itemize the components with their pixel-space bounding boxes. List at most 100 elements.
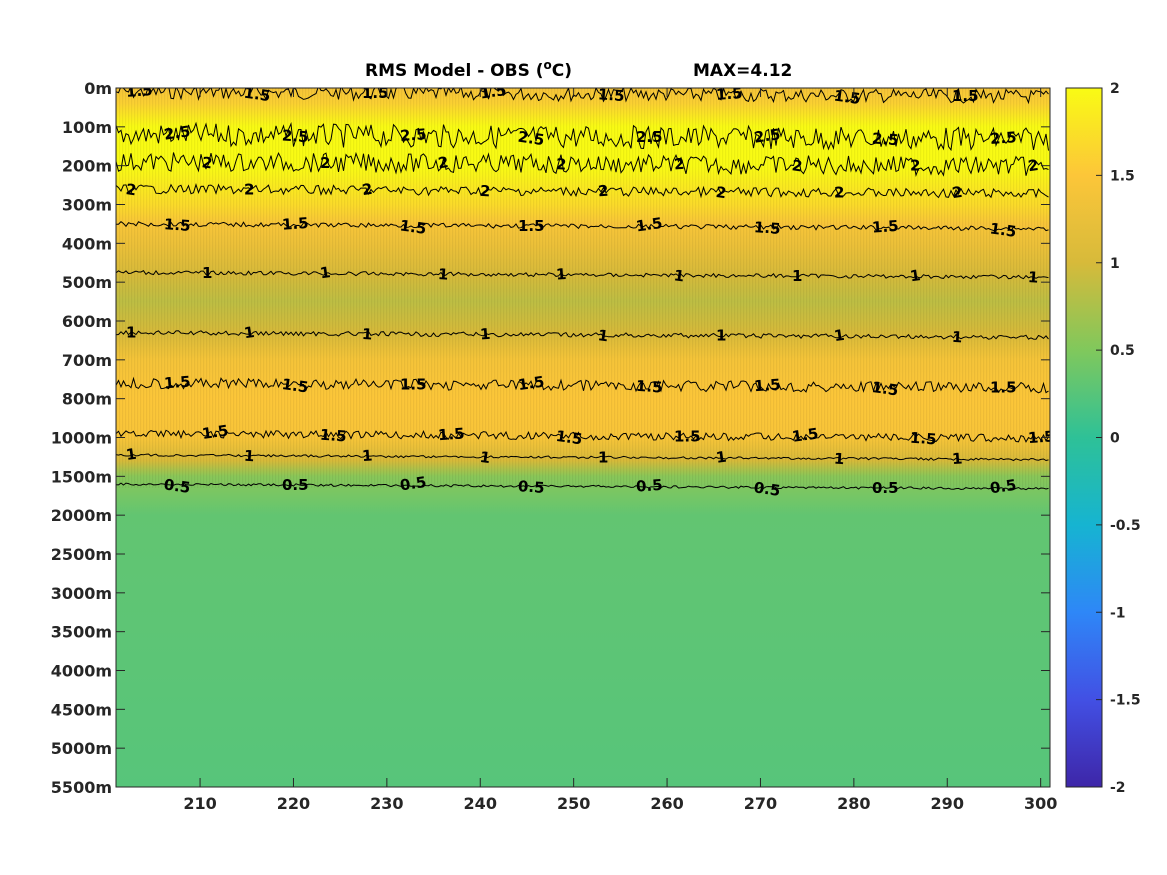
texture-stripe — [494, 88, 496, 488]
texture-stripe — [290, 88, 292, 488]
texture-stripe — [911, 88, 913, 488]
texture-stripe — [929, 88, 931, 488]
contour-label: 1 — [951, 328, 963, 347]
texture-stripe — [230, 88, 232, 488]
y-tick-label: 300m — [62, 196, 112, 215]
texture-stripe — [512, 88, 514, 488]
y-tick-label: 500m — [62, 273, 112, 292]
contour-label: 1.5 — [753, 218, 781, 238]
texture-stripe — [497, 88, 499, 488]
texture-stripe — [365, 88, 367, 488]
texture-stripe — [353, 88, 355, 488]
contour-label: 1.5 — [791, 424, 820, 446]
contour-label: 2 — [479, 182, 491, 201]
texture-stripe — [707, 88, 709, 488]
texture-stripe — [281, 88, 283, 488]
texture-stripe — [377, 88, 379, 488]
texture-stripe — [608, 88, 610, 488]
texture-stripe — [149, 88, 151, 488]
texture-stripe — [722, 88, 724, 488]
texture-stripe — [386, 88, 388, 488]
texture-stripe — [788, 88, 790, 488]
contour-label: 1.5 — [163, 215, 191, 235]
contour-label: 1.5 — [518, 217, 545, 235]
texture-stripe — [563, 88, 565, 488]
texture-stripe — [503, 88, 505, 488]
y-tick-label: 800m — [62, 390, 112, 409]
y-tick-label: 4500m — [51, 700, 112, 719]
texture-stripe — [932, 88, 934, 488]
texture-stripe — [824, 88, 826, 488]
texture-stripe — [155, 88, 157, 488]
texture-stripe — [977, 88, 979, 488]
texture-stripe — [545, 88, 547, 488]
texture-stripe — [218, 88, 220, 488]
texture-stripe — [182, 88, 184, 488]
contour-label: 0.5 — [872, 479, 899, 497]
texture-stripe — [188, 88, 190, 488]
contour-label: 0.5 — [282, 476, 309, 494]
texture-stripe — [344, 88, 346, 488]
contour-label: 0.5 — [163, 475, 192, 497]
texture-stripe — [401, 88, 403, 488]
texture-stripe — [818, 88, 820, 488]
contour-label: 2 — [201, 153, 214, 172]
contour-label: 2.5 — [517, 128, 546, 150]
texture-stripe — [692, 88, 694, 488]
texture-stripe — [407, 88, 409, 488]
texture-stripe — [638, 88, 640, 488]
texture-stripe — [320, 88, 322, 488]
contour-line — [116, 376, 1049, 394]
title-superscript: o — [544, 58, 552, 72]
contour-label: 1.5 — [871, 217, 899, 237]
texture-stripe — [602, 88, 604, 488]
texture-stripe — [956, 88, 958, 488]
y-tick-label: 400m — [62, 234, 112, 253]
texture-stripe — [506, 88, 508, 488]
texture-stripe — [830, 88, 832, 488]
contour-label: 1.5 — [674, 427, 701, 445]
contour-label: 1 — [597, 326, 610, 345]
x-tick-label: 240 — [464, 794, 497, 813]
texture-stripe — [899, 88, 901, 488]
texture-stripe — [380, 88, 382, 488]
texture-stripe — [1007, 88, 1009, 488]
texture-stripe — [902, 88, 904, 488]
texture-stripe — [656, 88, 658, 488]
texture-stripe — [302, 88, 304, 488]
contour-label: 2 — [597, 182, 609, 201]
texture-stripe — [851, 88, 853, 488]
texture-stripe — [245, 88, 247, 488]
texture-stripe — [215, 88, 217, 488]
texture-stripe — [332, 88, 334, 488]
texture-stripe — [119, 88, 121, 488]
colorbar-tick-label: -1.5 — [1110, 693, 1141, 709]
texture-stripe — [926, 88, 928, 488]
texture-stripe — [950, 88, 952, 488]
contour-label: 1 — [243, 447, 255, 466]
texture-stripe — [461, 88, 463, 488]
texture-stripe — [743, 88, 745, 488]
contour-label: 1.5 — [319, 426, 347, 446]
contour-label: 1 — [673, 266, 686, 285]
texture-stripe — [875, 88, 877, 488]
colorbar-tick-label: 0 — [1110, 431, 1120, 447]
texture-stripe — [335, 88, 337, 488]
texture-stripe — [173, 88, 175, 488]
contour-label: 2 — [1027, 156, 1040, 175]
texture-stripe — [143, 88, 145, 488]
contour-label: 1 — [716, 327, 726, 345]
title-max-label: MAX=4.12 — [693, 61, 792, 81]
contour-label: 1 — [715, 448, 728, 467]
texture-stripe — [872, 88, 874, 488]
texture-stripe — [689, 88, 691, 488]
texture-stripe — [440, 88, 442, 488]
texture-stripe — [167, 88, 169, 488]
texture-stripe — [677, 88, 679, 488]
texture-stripe — [569, 88, 571, 488]
texture-stripe — [992, 88, 994, 488]
texture-stripe — [596, 88, 598, 488]
texture-stripe — [341, 88, 343, 488]
texture-stripe — [644, 88, 646, 488]
contour-lines: 1.5 1.5 1.5 1.5 1.5 1.5 1.5 1.5 2.5 2.5 2.5 2.5 2.5 2… — [116, 88, 1050, 500]
